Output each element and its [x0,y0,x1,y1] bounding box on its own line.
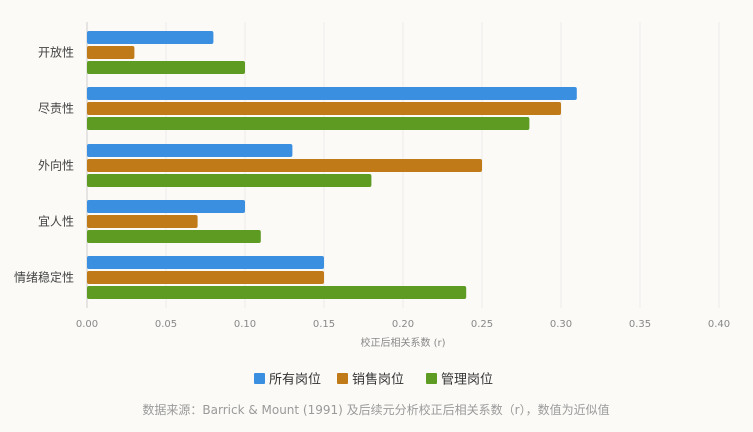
bar [87,215,198,228]
bar [87,87,577,100]
bar [87,144,293,157]
bar [87,117,530,130]
bar [87,200,245,213]
legend-swatch [337,373,348,384]
category-label: 情绪稳定性 [14,270,74,285]
legend: 所有岗位 销售岗位 管理岗位 [254,372,493,388]
x-tick-label: 0.15 [313,319,335,330]
x-tick-label: 0.35 [629,319,651,330]
bar [87,102,561,115]
bar [87,256,324,269]
legend-label: 销售岗位 [352,372,404,388]
category-label: 外向性 [38,158,74,173]
legend-swatch [426,373,437,384]
legend-swatch [254,373,265,384]
x-tick-label: 0.30 [550,319,572,330]
bar [87,271,324,284]
x-tick-label: 0.05 [155,319,177,330]
category-label: 宜人性 [38,214,74,229]
bar [87,46,135,59]
bar [87,174,372,187]
x-tick-label: 0.00 [76,319,98,330]
bar [87,286,467,299]
bar [87,230,261,243]
x-tick-label: 0.10 [234,319,256,330]
x-tick-label: 0.20 [392,319,414,330]
x-tick-label: 0.40 [708,319,730,330]
category-label: 开放性 [38,45,74,60]
source-note: 数据来源：Barrick & Mount (1991) 及后续元分析校正后相关系… [142,402,609,417]
legend-label: 所有岗位 [269,373,321,388]
legend-label: 管理岗位 [441,373,493,388]
x-axis-label: 校正后相关系数 (r) [360,336,445,349]
x-tick-label: 0.25 [471,319,493,330]
x-tick-labels: 0.00 0.05 0.10 0.15 0.20 0.25 0.30 0.35 0.40 [76,319,730,330]
bars [87,31,577,299]
bar [87,159,482,172]
category-label: 尽责性 [38,102,74,116]
bar [87,31,214,44]
bar [87,61,245,74]
